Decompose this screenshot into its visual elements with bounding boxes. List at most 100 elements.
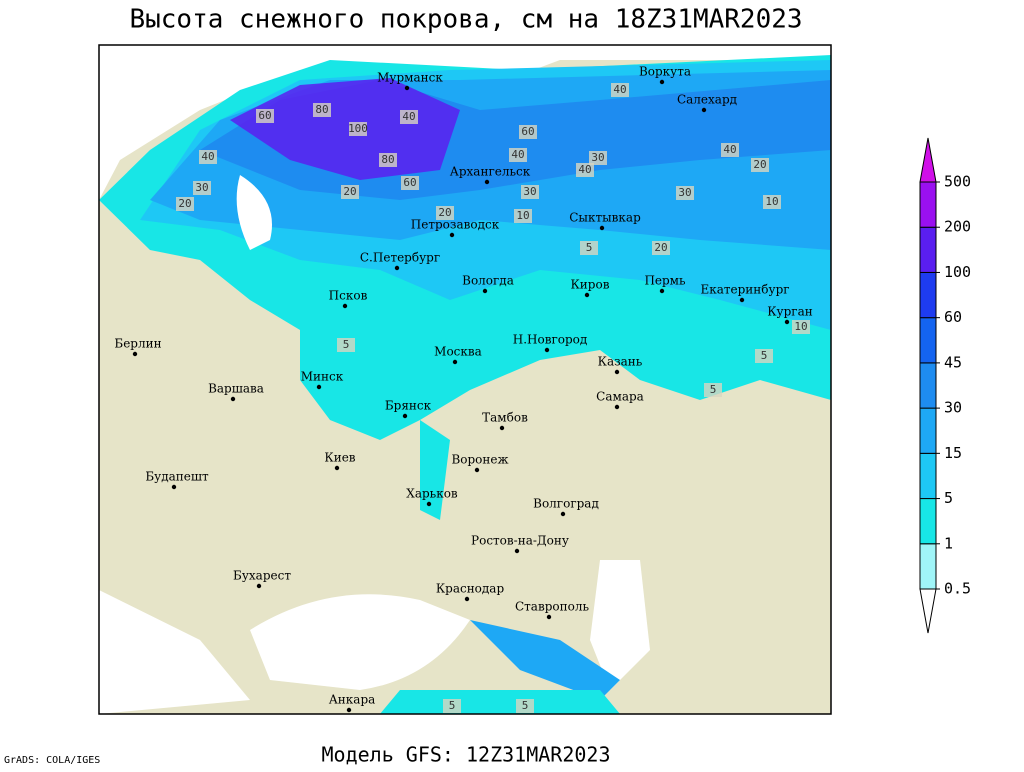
city-label: Самара — [596, 390, 644, 404]
contour-label-bg — [792, 320, 810, 334]
city-label: Воронеж — [451, 453, 508, 467]
city-dot — [546, 614, 552, 620]
city-label: Киров — [571, 278, 610, 292]
city-dot — [614, 369, 620, 375]
contour-label-bg — [652, 241, 670, 255]
city-dot — [132, 351, 138, 357]
contour-label: 10 — [516, 209, 529, 222]
contour-label-bg — [751, 158, 769, 172]
city-dot — [449, 232, 455, 238]
contour-label: 10 — [794, 320, 807, 333]
colorbar-segment — [919, 498, 937, 545]
city-dot — [426, 501, 432, 507]
contour-label: 60 — [403, 176, 416, 189]
city-label: Краснодар — [436, 582, 505, 596]
city-dot — [739, 297, 745, 303]
contour-label-bg — [443, 699, 461, 713]
city-label: Петрозаводск — [411, 218, 500, 232]
colorbar-segment — [919, 543, 937, 590]
colorbar-high — [919, 137, 937, 183]
colorbar-label: 100 — [944, 263, 971, 281]
city-dot — [474, 467, 480, 473]
contour-label: 20 — [178, 197, 191, 210]
city-label: Сыктывкар — [569, 211, 641, 225]
contour-label-bg — [589, 151, 607, 165]
contour-label-bg — [676, 186, 694, 200]
city-dot — [346, 707, 352, 713]
city-dot — [342, 303, 348, 309]
contour-label-bg — [401, 176, 419, 190]
contour-label: 30 — [591, 151, 604, 164]
contour-label-bg — [341, 185, 359, 199]
city-label: Вологда — [462, 274, 514, 288]
contour-label-bg — [379, 153, 397, 167]
city-label: Псков — [329, 289, 368, 303]
contour-label-bg — [313, 103, 331, 117]
contour-label-bg — [763, 195, 781, 209]
contour-label: 5 — [343, 338, 350, 351]
city-dot — [614, 404, 620, 410]
city-dot — [514, 548, 520, 554]
city-label: Курган — [767, 305, 812, 319]
colorbar-label: 45 — [944, 353, 962, 371]
colorbar-label: 5 — [944, 489, 953, 507]
city-label: Киев — [324, 451, 355, 465]
city-dot — [334, 465, 340, 471]
city-label: Мурманск — [377, 71, 443, 85]
colorbar-segment — [919, 181, 937, 228]
city-dot — [560, 511, 566, 517]
contour-label-bg — [349, 122, 367, 136]
city-dot — [499, 425, 505, 431]
city-label: Ставрополь — [515, 600, 589, 614]
colorbar-segment — [919, 226, 937, 273]
city-dot — [402, 413, 408, 419]
colorbar-segment — [919, 362, 937, 409]
map-frame — [98, 44, 832, 715]
city-dot — [171, 484, 177, 490]
city-label: С.Петербург — [360, 251, 440, 265]
city-label: Анкара — [329, 693, 376, 707]
colorbar-label: 200 — [944, 218, 971, 236]
city-label: Харьков — [406, 487, 458, 501]
contour-label-bg — [519, 125, 537, 139]
city-label: Пермь — [644, 274, 686, 288]
contour-label-bg — [580, 241, 598, 255]
city-dot — [701, 107, 707, 113]
model-footer: Модель GFS: 12Z31MAR2023 — [322, 743, 611, 767]
city-dot — [464, 596, 470, 602]
contour-label-bg — [721, 143, 739, 157]
contour-label: 20 — [438, 206, 451, 219]
contour-label: 100 — [348, 122, 368, 135]
contour-label: 20 — [654, 241, 667, 254]
contour-label: 5 — [761, 349, 768, 362]
contour-label-bg — [256, 109, 274, 123]
contour-label: 5 — [449, 699, 456, 712]
city-label: Екатеринбург — [700, 283, 789, 297]
city-dot — [484, 179, 490, 185]
city-dot — [599, 225, 605, 231]
colorbar-segment — [919, 407, 937, 454]
city-dot — [482, 288, 488, 294]
city-dot — [316, 384, 322, 390]
city-label: Салехард — [677, 93, 737, 107]
colorbar-segment — [919, 271, 937, 319]
colorbar-low — [919, 588, 937, 634]
colorbar-label: 500 — [944, 173, 971, 191]
colorbar-label: 1 — [944, 534, 953, 552]
map-title: Высота снежного покрова, см на 18Z31MAR2… — [129, 5, 802, 35]
credit: GrADS: COLA/IGES — [4, 755, 100, 766]
colorbar-label: 60 — [944, 308, 962, 326]
contour-label: 80 — [381, 153, 394, 166]
city-dot — [544, 347, 550, 353]
city-label: Брянск — [385, 399, 432, 413]
city-dot — [584, 292, 590, 298]
contour-label-bg — [337, 338, 355, 352]
contour-label: 80 — [315, 103, 328, 116]
contour-label: 10 — [765, 195, 778, 208]
contour-label-bg — [704, 383, 722, 397]
contour-label: 30 — [523, 185, 536, 198]
contour-label-bg — [176, 197, 194, 211]
contour-label-bg — [514, 209, 532, 223]
contour-label: 5 — [586, 241, 593, 254]
city-dot — [659, 288, 665, 294]
